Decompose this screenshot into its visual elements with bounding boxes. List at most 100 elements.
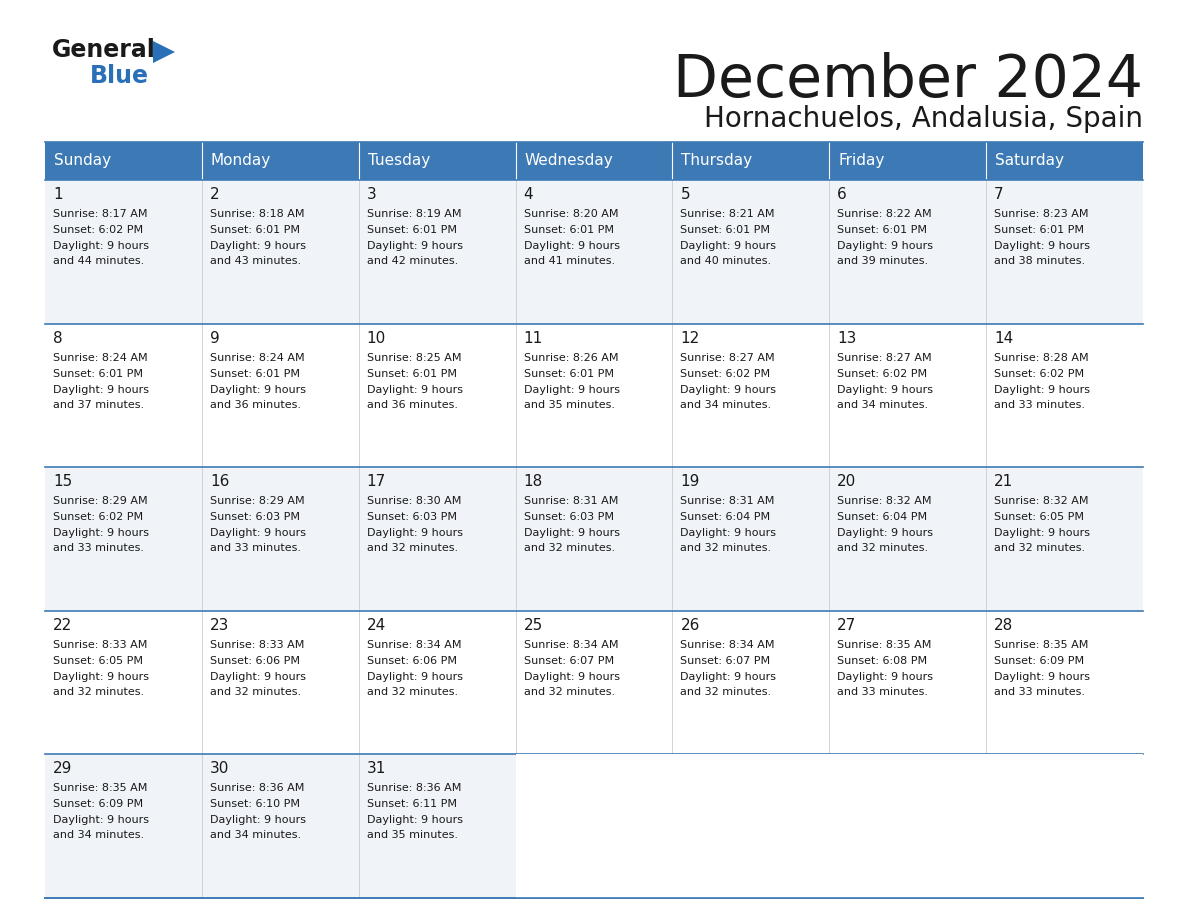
Text: Sunset: 6:04 PM: Sunset: 6:04 PM [681, 512, 771, 522]
Text: Sunday: Sunday [53, 153, 112, 169]
Text: Daylight: 9 hours: Daylight: 9 hours [681, 528, 777, 538]
Text: Daylight: 9 hours: Daylight: 9 hours [210, 241, 305, 251]
Text: and 32 minutes.: and 32 minutes. [681, 543, 771, 554]
Text: Sunrise: 8:34 AM: Sunrise: 8:34 AM [367, 640, 461, 650]
Text: Sunset: 6:06 PM: Sunset: 6:06 PM [367, 655, 456, 666]
Text: 4: 4 [524, 187, 533, 202]
Text: Daylight: 9 hours: Daylight: 9 hours [367, 815, 462, 825]
Text: Sunrise: 8:26 AM: Sunrise: 8:26 AM [524, 353, 618, 363]
Text: and 44 minutes.: and 44 minutes. [53, 256, 144, 266]
Text: 27: 27 [838, 618, 857, 633]
Text: Sunset: 6:02 PM: Sunset: 6:02 PM [53, 225, 143, 235]
Text: Daylight: 9 hours: Daylight: 9 hours [524, 241, 620, 251]
Text: and 32 minutes.: and 32 minutes. [524, 687, 614, 697]
Text: Daylight: 9 hours: Daylight: 9 hours [53, 385, 148, 395]
Polygon shape [153, 41, 175, 63]
Text: Sunrise: 8:32 AM: Sunrise: 8:32 AM [838, 497, 931, 506]
Text: Sunset: 6:05 PM: Sunset: 6:05 PM [53, 655, 143, 666]
Text: and 32 minutes.: and 32 minutes. [681, 687, 771, 697]
Text: 26: 26 [681, 618, 700, 633]
Text: 8: 8 [53, 330, 63, 345]
Text: 9: 9 [210, 330, 220, 345]
Text: Sunrise: 8:22 AM: Sunrise: 8:22 AM [838, 209, 931, 219]
Text: Sunset: 6:03 PM: Sunset: 6:03 PM [367, 512, 456, 522]
Text: and 34 minutes.: and 34 minutes. [681, 399, 771, 409]
Text: and 32 minutes.: and 32 minutes. [210, 687, 301, 697]
Text: Sunrise: 8:28 AM: Sunrise: 8:28 AM [994, 353, 1088, 363]
Text: and 39 minutes.: and 39 minutes. [838, 256, 928, 266]
Bar [45, 755, 1143, 898]
Bar [359, 142, 516, 180]
Text: 6: 6 [838, 187, 847, 202]
Text: Daylight: 9 hours: Daylight: 9 hours [53, 672, 148, 682]
Text: 22: 22 [53, 618, 72, 633]
Text: Daylight: 9 hours: Daylight: 9 hours [994, 241, 1091, 251]
Text: 29: 29 [53, 761, 72, 777]
Text: 20: 20 [838, 475, 857, 489]
Text: Sunset: 6:02 PM: Sunset: 6:02 PM [994, 369, 1085, 378]
Bar [829, 755, 986, 898]
Text: Monday: Monday [210, 153, 271, 169]
Text: and 33 minutes.: and 33 minutes. [994, 687, 1085, 697]
Text: and 32 minutes.: and 32 minutes. [367, 543, 457, 554]
Text: Daylight: 9 hours: Daylight: 9 hours [524, 672, 620, 682]
Text: Hornachuelos, Andalusia, Spain: Hornachuelos, Andalusia, Spain [704, 105, 1143, 133]
Text: Sunrise: 8:23 AM: Sunrise: 8:23 AM [994, 209, 1088, 219]
Text: Sunrise: 8:18 AM: Sunrise: 8:18 AM [210, 209, 304, 219]
Text: 23: 23 [210, 618, 229, 633]
Text: Sunset: 6:06 PM: Sunset: 6:06 PM [210, 655, 299, 666]
Text: Daylight: 9 hours: Daylight: 9 hours [838, 672, 934, 682]
Bar [202, 142, 359, 180]
Text: Daylight: 9 hours: Daylight: 9 hours [838, 385, 934, 395]
Text: Sunset: 6:08 PM: Sunset: 6:08 PM [838, 655, 928, 666]
Bar [672, 755, 829, 898]
Text: 10: 10 [367, 330, 386, 345]
Text: and 32 minutes.: and 32 minutes. [838, 543, 928, 554]
Text: Daylight: 9 hours: Daylight: 9 hours [210, 815, 305, 825]
Text: Thursday: Thursday [682, 153, 752, 169]
Bar [45, 467, 1143, 610]
Text: and 34 minutes.: and 34 minutes. [210, 831, 301, 840]
Text: Sunrise: 8:29 AM: Sunrise: 8:29 AM [53, 497, 147, 506]
Text: and 35 minutes.: and 35 minutes. [367, 831, 457, 840]
Bar [672, 142, 829, 180]
Text: Sunset: 6:09 PM: Sunset: 6:09 PM [994, 655, 1085, 666]
Text: Sunrise: 8:27 AM: Sunrise: 8:27 AM [838, 353, 931, 363]
Text: Daylight: 9 hours: Daylight: 9 hours [53, 241, 148, 251]
Text: Sunrise: 8:34 AM: Sunrise: 8:34 AM [681, 640, 775, 650]
Text: 5: 5 [681, 187, 690, 202]
Text: Sunrise: 8:33 AM: Sunrise: 8:33 AM [53, 640, 147, 650]
Text: Sunrise: 8:35 AM: Sunrise: 8:35 AM [53, 783, 147, 793]
Text: Sunrise: 8:35 AM: Sunrise: 8:35 AM [994, 640, 1088, 650]
Text: 21: 21 [994, 475, 1013, 489]
Text: Sunset: 6:05 PM: Sunset: 6:05 PM [994, 512, 1085, 522]
Text: Friday: Friday [839, 153, 885, 169]
Text: 13: 13 [838, 330, 857, 345]
Text: Daylight: 9 hours: Daylight: 9 hours [367, 385, 462, 395]
Text: Sunrise: 8:27 AM: Sunrise: 8:27 AM [681, 353, 775, 363]
Text: Daylight: 9 hours: Daylight: 9 hours [367, 241, 462, 251]
Text: Sunset: 6:03 PM: Sunset: 6:03 PM [524, 512, 613, 522]
Text: and 32 minutes.: and 32 minutes. [367, 687, 457, 697]
Text: Sunset: 6:03 PM: Sunset: 6:03 PM [210, 512, 299, 522]
Text: Daylight: 9 hours: Daylight: 9 hours [838, 528, 934, 538]
Text: Sunrise: 8:24 AM: Sunrise: 8:24 AM [210, 353, 304, 363]
Text: Sunset: 6:04 PM: Sunset: 6:04 PM [838, 512, 928, 522]
Text: Sunset: 6:11 PM: Sunset: 6:11 PM [367, 800, 456, 810]
Text: and 34 minutes.: and 34 minutes. [53, 831, 144, 840]
Text: Tuesday: Tuesday [368, 153, 430, 169]
Text: Sunrise: 8:29 AM: Sunrise: 8:29 AM [210, 497, 304, 506]
Text: Sunset: 6:01 PM: Sunset: 6:01 PM [524, 225, 613, 235]
Text: 31: 31 [367, 761, 386, 777]
Text: Daylight: 9 hours: Daylight: 9 hours [210, 528, 305, 538]
Bar [45, 324, 1143, 467]
Text: Sunrise: 8:33 AM: Sunrise: 8:33 AM [210, 640, 304, 650]
Text: Sunrise: 8:31 AM: Sunrise: 8:31 AM [524, 497, 618, 506]
Text: and 32 minutes.: and 32 minutes. [994, 543, 1086, 554]
Text: Sunset: 6:01 PM: Sunset: 6:01 PM [524, 369, 613, 378]
Text: 1: 1 [53, 187, 63, 202]
Text: 15: 15 [53, 475, 72, 489]
Text: 18: 18 [524, 475, 543, 489]
Text: Saturday: Saturday [996, 153, 1064, 169]
Text: Sunrise: 8:36 AM: Sunrise: 8:36 AM [210, 783, 304, 793]
